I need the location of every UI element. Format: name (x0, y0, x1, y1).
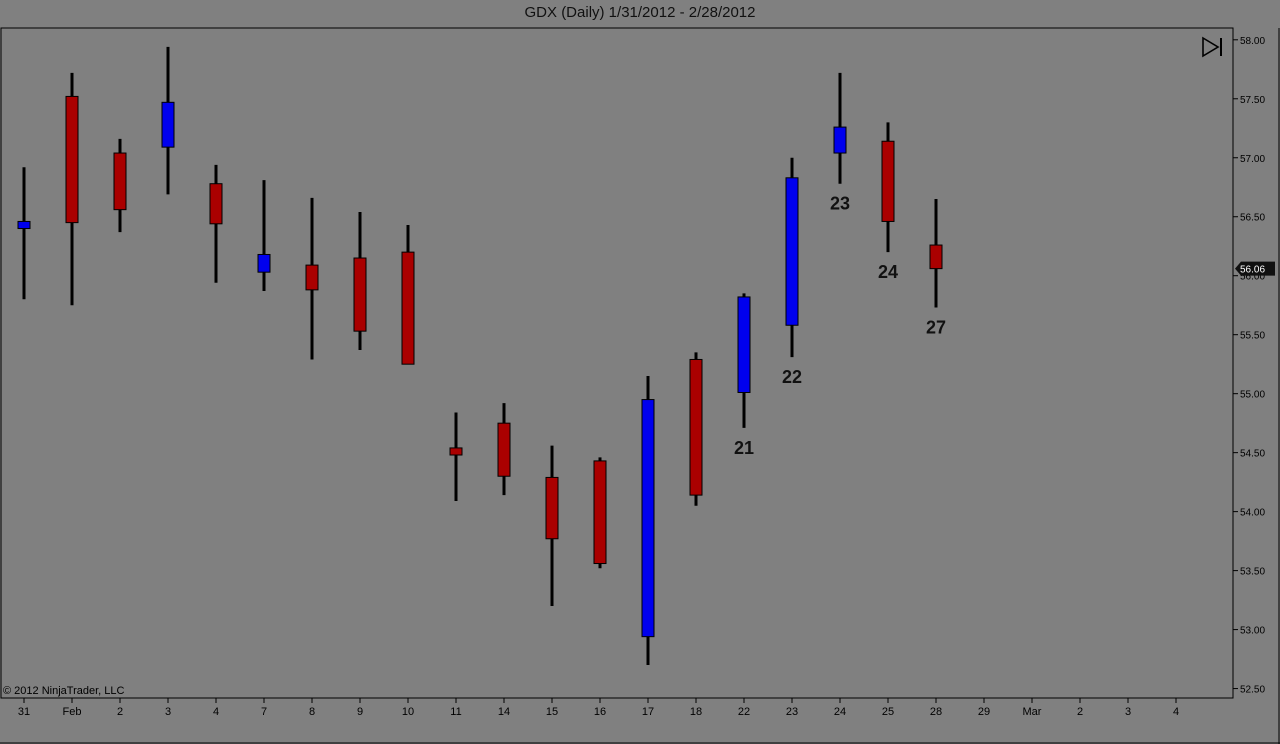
skip-to-end-icon[interactable] (1201, 36, 1225, 58)
x-tick-label: 7 (261, 706, 267, 718)
candle (641, 375, 655, 665)
y-tick-label: 57.00 (1240, 154, 1265, 165)
candle-label: 21 (734, 438, 754, 458)
x-tick-label: 2 (117, 706, 123, 718)
chart-title: GDX (Daily) 1/31/2012 - 2/28/2012 (0, 0, 1280, 26)
y-tick-label: 54.00 (1240, 508, 1265, 519)
plot-area[interactable] (0, 27, 1280, 744)
candle-body (161, 101, 175, 148)
x-tick-label: 28 (930, 706, 942, 718)
candle-label: 24 (878, 262, 898, 282)
x-tick-label: 3 (1125, 706, 1131, 718)
candle-body (737, 296, 751, 393)
candle-label: 23 (830, 194, 850, 214)
x-tick-label: 31 (18, 706, 30, 718)
candle (209, 164, 223, 283)
candle-labels: 21 22 23 24 27 (734, 194, 946, 458)
candle-body (305, 264, 319, 291)
price-axis[interactable]: 58.00 57.50 57.00 56.50 56.00 55.50 55.00 54.50… (1233, 36, 1265, 696)
copyright-notice: © 2012 NinjaTrader, LLC (3, 685, 125, 697)
candle (497, 403, 511, 496)
candle-label: 22 (782, 367, 802, 387)
x-tick-label: 16 (594, 706, 606, 718)
candle-body (353, 257, 367, 332)
y-tick-label: 52.50 (1240, 685, 1265, 696)
x-tick-label: 11 (450, 706, 461, 718)
x-tick-label: Feb (63, 706, 82, 718)
x-tick-label: 18 (690, 706, 702, 718)
x-tick-label: 9 (357, 706, 363, 718)
x-tick-label: 24 (834, 706, 846, 718)
candle-label: 27 (926, 318, 946, 338)
candle-body (881, 140, 895, 222)
y-tick-label: 56.00 (1240, 272, 1265, 283)
candle (689, 352, 703, 506)
x-tick-label: 25 (882, 706, 894, 718)
x-tick-label: Mar (1023, 706, 1042, 718)
y-tick-label: 57.50 (1240, 95, 1265, 106)
x-tick-label: 23 (786, 706, 798, 718)
candle-series (17, 46, 943, 665)
candle-body (257, 253, 271, 273)
y-tick-label: 53.50 (1240, 567, 1265, 578)
candle (545, 445, 559, 606)
y-tick-label: 54.50 (1240, 449, 1265, 460)
x-tick-label: 8 (309, 706, 315, 718)
time-axis[interactable]: 31 Feb 2 3 4 7 8 9 10 11 14 15 16 17 18 22 23 24 25 28 29 Mar… (18, 698, 1179, 718)
candle (113, 138, 127, 233)
x-tick-label: 14 (498, 706, 510, 718)
candle (401, 224, 415, 365)
candle-body (497, 422, 511, 477)
candle (17, 167, 31, 300)
x-tick-label: 15 (546, 706, 558, 718)
x-tick-label: 2 (1077, 706, 1083, 718)
last-price-marker: 56.06 (1235, 261, 1275, 276)
last-price-tag (1235, 261, 1275, 276)
candle (881, 122, 895, 253)
candle-body (689, 358, 703, 496)
candle-body (65, 95, 79, 224)
plot-frame (0, 27, 1234, 699)
candle-body (17, 220, 31, 230)
candle-body (113, 152, 127, 211)
x-tick-label: 17 (642, 706, 654, 718)
y-tick-label: 58.00 (1240, 36, 1265, 47)
candle (65, 72, 79, 306)
candle (449, 412, 463, 502)
y-tick-label: 56.50 (1240, 213, 1265, 224)
candle (737, 293, 751, 428)
x-tick-label: 4 (213, 706, 219, 718)
x-tick-label: 22 (738, 706, 750, 718)
x-tick-label: 3 (165, 706, 171, 718)
y-tick-label: 55.50 (1240, 331, 1265, 342)
candle (353, 212, 367, 351)
y-tick-label: 55.00 (1240, 390, 1265, 401)
x-tick-label: 29 (978, 706, 990, 718)
candle (929, 199, 943, 308)
candle (833, 72, 847, 184)
candle-body (833, 126, 847, 154)
candle-body (401, 251, 415, 365)
candle-body (929, 244, 943, 270)
candle (305, 197, 319, 360)
candle (161, 46, 175, 195)
candle (257, 180, 271, 292)
candle (593, 457, 607, 569)
x-tick-label: 4 (1173, 706, 1179, 718)
candle-body (209, 183, 223, 225)
y-tick-label: 53.00 (1240, 626, 1265, 637)
x-tick-label: 10 (402, 706, 414, 718)
candle (785, 157, 799, 358)
candle-body (641, 399, 655, 638)
candle-body (593, 460, 607, 565)
last-price-label: 56.06 (1240, 265, 1265, 276)
candle-body (785, 177, 799, 326)
candle-body (545, 476, 559, 540)
candle-body (449, 447, 463, 456)
